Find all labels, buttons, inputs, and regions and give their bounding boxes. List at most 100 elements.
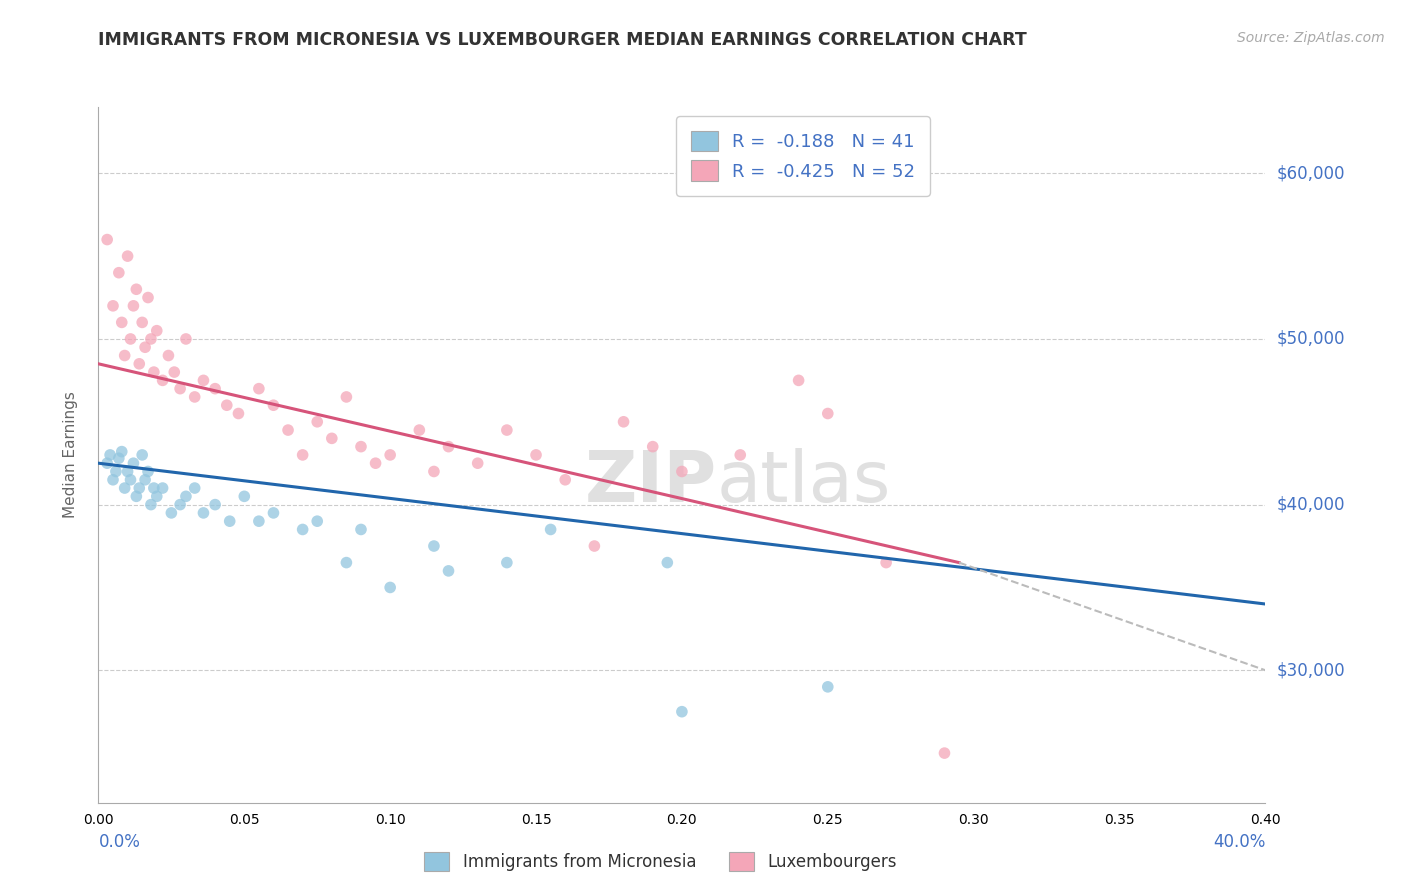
Point [104,465,127,479]
Point [350,523,373,537]
Point [350,440,373,454]
Point [128,481,150,495]
Point [247,514,270,528]
Text: 40.0%: 40.0% [1213,833,1265,851]
Point [146,324,169,338]
Point [247,382,270,396]
Point [131,315,153,329]
Point [495,423,517,437]
Point [583,539,606,553]
Point [122,456,145,470]
Point [117,249,139,263]
Point [291,523,314,537]
Point [495,556,517,570]
Point [136,465,159,479]
Point [641,440,664,454]
Point [671,705,693,719]
Point [540,523,562,537]
Point [193,373,215,387]
Point [364,456,387,470]
Point [554,473,576,487]
Point [262,398,284,412]
Point [139,498,162,512]
Point [657,556,679,570]
Point [307,514,329,528]
Text: Source: ZipAtlas.com: Source: ZipAtlas.com [1237,31,1385,45]
Point [174,489,197,503]
Point [612,415,634,429]
Point [101,299,124,313]
Point [114,349,136,363]
Point [96,233,118,247]
Legend: Immigrants from Micronesia, Luxembourgers: Immigrants from Micronesia, Luxembourger… [416,843,905,880]
Point [437,440,460,454]
Point [875,556,897,570]
Point [108,266,131,280]
Point [134,340,156,354]
Point [120,473,142,487]
Point [193,506,215,520]
Point [335,390,357,404]
Point [228,407,250,421]
Text: 0.0%: 0.0% [98,833,141,851]
Point [218,514,240,528]
Point [131,448,153,462]
Point [204,382,226,396]
Text: ZIP: ZIP [585,449,717,517]
Point [524,448,547,462]
Point [335,556,357,570]
Point [183,481,205,495]
Point [321,431,343,445]
Point [262,506,284,520]
Point [277,423,299,437]
Point [169,382,191,396]
Point [378,448,402,462]
Point [423,465,446,479]
Point [117,465,139,479]
Text: IMMIGRANTS FROM MICRONESIA VS LUXEMBOURGER MEDIAN EARNINGS CORRELATION CHART: IMMIGRANTS FROM MICRONESIA VS LUXEMBOURG… [98,31,1028,49]
Point [174,332,197,346]
Point [467,456,489,470]
Legend: R =  -0.188   N = 41, R =  -0.425   N = 52: R = -0.188 N = 41, R = -0.425 N = 52 [676,116,929,195]
Point [98,448,121,462]
Point [125,489,148,503]
Point [160,506,183,520]
Point [728,448,751,462]
Point [114,481,136,495]
Point [101,473,124,487]
Point [152,373,174,387]
Point [787,373,810,387]
Point [215,398,238,412]
Point [146,489,169,503]
Point [142,365,165,379]
Text: $60,000: $60,000 [1277,164,1346,182]
Point [183,390,205,404]
Point [817,680,839,694]
Point [307,415,329,429]
Point [108,451,131,466]
Point [111,444,134,458]
Point [934,746,956,760]
Point [111,315,134,329]
Point [817,407,839,421]
Point [152,481,174,495]
Text: $30,000: $30,000 [1277,661,1346,680]
Point [120,332,142,346]
Point [157,349,180,363]
Text: $40,000: $40,000 [1277,496,1346,514]
Point [122,299,145,313]
Text: $50,000: $50,000 [1277,330,1346,348]
Point [142,481,165,495]
Point [378,581,402,595]
Point [233,489,256,503]
Point [408,423,430,437]
Point [163,365,186,379]
Point [136,291,159,305]
Point [128,357,150,371]
Point [134,473,156,487]
Point [169,498,191,512]
Point [139,332,162,346]
Y-axis label: Median Earnings: Median Earnings [63,392,77,518]
Point [204,498,226,512]
Point [437,564,460,578]
